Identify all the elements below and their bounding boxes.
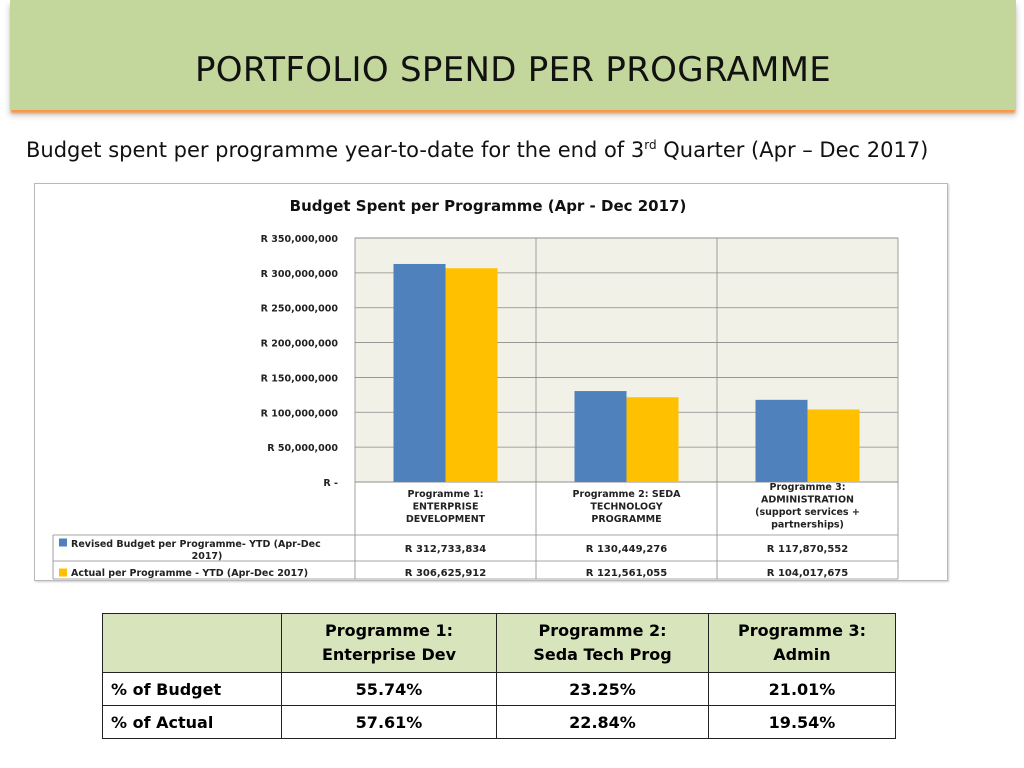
pct-cell: 19.54% — [708, 705, 896, 739]
bar-revised-budget — [574, 391, 627, 482]
pct-header-programme-3: Programme 3: Admin — [708, 613, 896, 673]
subtitle-ordinal: rd — [644, 138, 657, 152]
slide-subtitle: Budget spent per programme year-to-date … — [26, 138, 928, 162]
y-tick-label: R - — [323, 478, 338, 489]
pct-row-actual: % of Actual 57.61% 22.84% 19.54% — [102, 705, 896, 739]
pct-header-row: Programme 1: Enterprise Dev Programme 2: S… — [102, 613, 896, 673]
subtitle-text: Budget spent per programme year-to-date … — [26, 138, 645, 162]
pct-header-2-line1: Programme 2: — [538, 621, 667, 640]
legend-label-revised-budget: 2017) — [192, 551, 223, 562]
data-value-label: R 130,449,276 — [586, 544, 667, 555]
chart-title: Budget Spent per Programme (Apr - Dec 20… — [290, 197, 687, 215]
slide-title: PORTFOLIO SPEND PER PROGRAMME — [194, 50, 832, 90]
bar-revised-budget — [755, 399, 808, 482]
chart-frame: Budget Spent per Programme (Apr - Dec 20… — [34, 183, 948, 581]
x-category-label: ADMINISTRATION — [761, 495, 854, 506]
y-tick-label: R 50,000,000 — [267, 443, 338, 454]
pct-header-3-line2: Admin — [773, 645, 831, 664]
pct-header-1-line1: Programme 1: — [324, 621, 454, 640]
bar-actual — [807, 409, 860, 482]
pct-cell: 23.25% — [496, 672, 709, 706]
pct-row-label: % of Actual — [102, 705, 282, 739]
bar-actual — [445, 268, 498, 482]
bar-revised-budget — [393, 263, 446, 482]
pct-header-programme-2: Programme 2: Seda Tech Prog — [496, 613, 709, 673]
y-tick-label: R 200,000,000 — [261, 339, 339, 350]
budget-chart: Budget Spent per Programme (Apr - Dec 20… — [52, 197, 899, 580]
y-tick-label: R 100,000,000 — [261, 408, 339, 419]
x-category-label: partnerships) — [771, 520, 844, 531]
x-category-label: TECHNOLOGY — [590, 502, 662, 513]
pct-header-blank — [102, 613, 282, 673]
legend-label-revised-budget: Revised Budget per Programme- YTD (Apr-D… — [71, 539, 321, 550]
pct-header-3-line1: Programme 3: — [737, 621, 867, 640]
title-banner: PORTFOLIO SPEND PER PROGRAMME — [10, 0, 1016, 110]
x-category-label: PROGRAMME — [591, 514, 661, 525]
data-value-label: R 104,017,675 — [767, 568, 848, 579]
pct-header-2-line2: Seda Tech Prog — [533, 645, 672, 664]
x-category-label: Programme 1: — [407, 489, 483, 500]
x-category-label: Programme 3: — [769, 482, 845, 493]
percentage-table: Programme 1: Enterprise Dev Programme 2: S… — [102, 613, 896, 739]
pct-header-1-line2: Enterprise Dev — [321, 645, 457, 664]
x-category-label: DEVELOPMENT — [406, 514, 486, 525]
legend-label-actual: Actual per Programme - YTD (Apr-Dec 2017… — [71, 568, 308, 579]
legend-key-revised-budget — [59, 538, 67, 547]
pct-cell: 21.01% — [708, 672, 896, 706]
pct-cell: 55.74% — [281, 672, 497, 706]
data-value-label: R 312,733,834 — [405, 544, 486, 555]
pct-row-label: % of Budget — [102, 672, 282, 706]
x-category-label: Programme 2: SEDA — [573, 489, 682, 500]
y-tick-label: R 300,000,000 — [261, 269, 339, 280]
legend-key-actual — [59, 568, 67, 577]
pct-cell: 22.84% — [496, 705, 709, 739]
pct-row-budget: % of Budget 55.74% 23.25% 21.01% — [102, 672, 896, 706]
y-tick-label: R 250,000,000 — [261, 304, 339, 315]
x-category-label: (support services + — [755, 507, 860, 518]
pct-cell: 57.61% — [281, 705, 497, 739]
data-value-label: R 306,625,912 — [405, 568, 486, 579]
subtitle-period: Quarter (Apr – Dec 2017) — [656, 138, 929, 162]
data-value-label: R 117,870,552 — [767, 544, 848, 555]
x-category-label: ENTERPRISE — [413, 502, 479, 513]
pct-header-programme-1: Programme 1: Enterprise Dev — [281, 613, 497, 673]
y-tick-label: R 150,000,000 — [261, 373, 339, 384]
bar-actual — [626, 397, 679, 482]
y-tick-label: R 350,000,000 — [261, 234, 339, 245]
data-value-label: R 121,561,055 — [586, 568, 667, 579]
